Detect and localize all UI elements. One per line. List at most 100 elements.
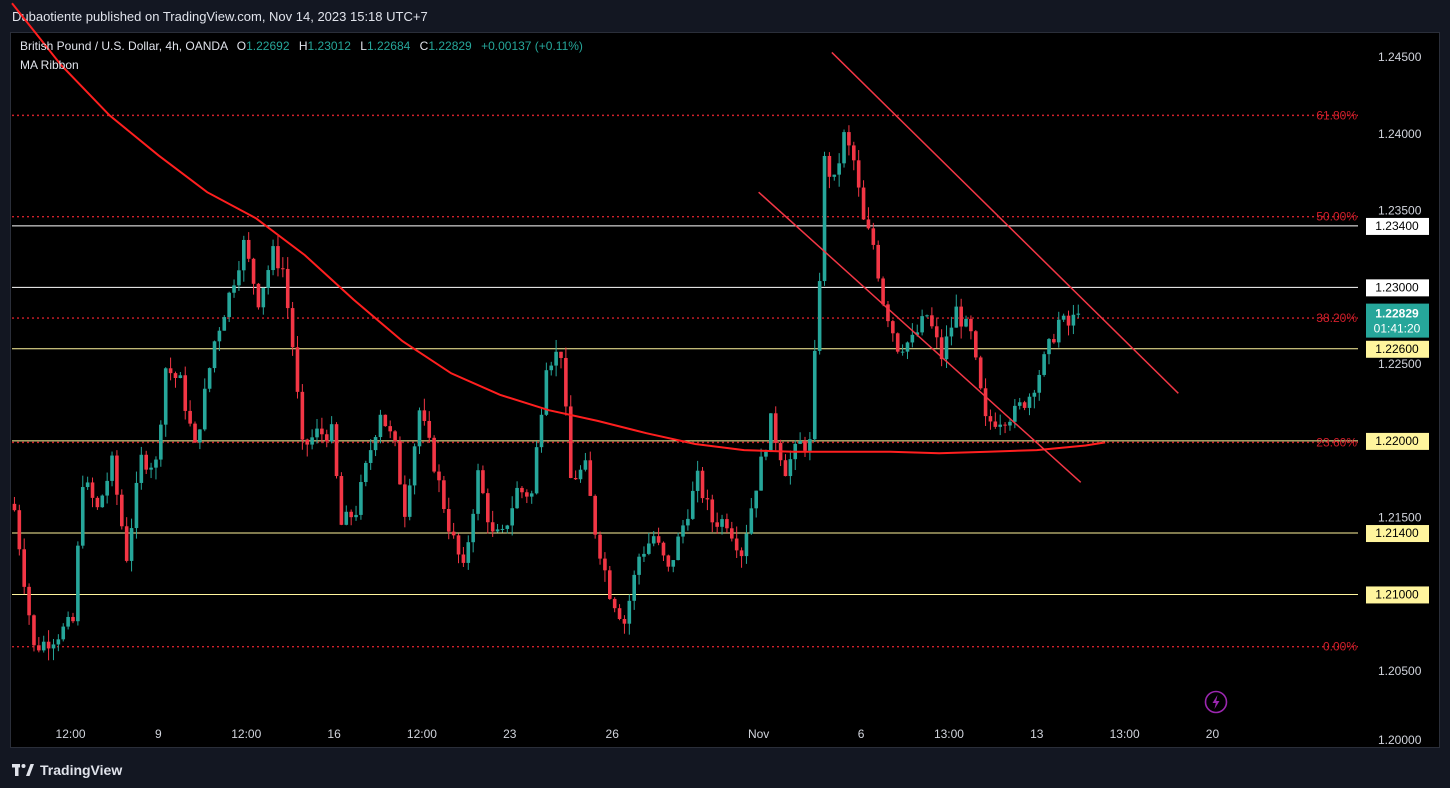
candle-body: [681, 525, 685, 537]
candle-body: [744, 533, 749, 557]
candle-body: [266, 270, 270, 288]
high-label: H: [298, 39, 308, 53]
candle-body: [407, 485, 412, 517]
candle-body: [305, 439, 310, 445]
candle-body: [852, 145, 856, 161]
candle-body: [27, 586, 31, 616]
moving-average: [11, 2, 1106, 455]
candle-body: [1032, 392, 1037, 397]
candle-body: [505, 525, 510, 529]
publisher-line: Dubaotiente published on TradingView.com…: [12, 9, 428, 24]
candle-body: [1042, 354, 1046, 375]
candle-body: [12, 503, 17, 511]
fibonacci-levels: 61.80% 50.00% 38.20% 23.60% 0.00%: [12, 108, 1358, 654]
level-price-box: [1366, 279, 1429, 297]
fib-label: 61.80%: [1316, 108, 1357, 122]
candle-body: [71, 616, 75, 622]
candle-body: [315, 428, 319, 438]
time-tick: 13: [1030, 727, 1044, 741]
candle-body: [886, 304, 890, 322]
time-tick: 6: [858, 727, 865, 741]
candle-body: [456, 535, 461, 555]
candle-body: [949, 327, 954, 337]
candle-body: [46, 641, 51, 649]
candle-body: [608, 570, 612, 599]
time-tick: 12:00: [407, 727, 437, 741]
candle-body: [637, 556, 641, 575]
ma-line: [11, 2, 1106, 455]
candle-body: [32, 615, 36, 646]
trend-line: [831, 51, 1179, 394]
time-tick: 13:00: [1110, 727, 1140, 741]
candle-body: [749, 508, 754, 534]
candle-body: [1013, 405, 1017, 422]
candle-body: [1027, 396, 1032, 408]
candle-body: [383, 414, 388, 427]
lightning-icon[interactable]: [1204, 690, 1228, 714]
channel-lines: [758, 51, 1179, 483]
high-value: 1.23012: [307, 39, 351, 53]
time-tick: 12:00: [56, 727, 86, 741]
candle-body: [939, 337, 944, 360]
candle-body: [232, 285, 236, 293]
candle-body: [76, 545, 80, 622]
candle-body: [983, 388, 988, 417]
candle-body: [715, 522, 719, 527]
candle-body: [120, 494, 124, 527]
candle-body: [37, 645, 41, 651]
candle-body: [437, 471, 441, 481]
candle-body: [134, 482, 139, 529]
footer: TradingView: [0, 752, 1450, 788]
candle-body: [393, 431, 397, 442]
indicator-label[interactable]: MA Ribbon: [20, 58, 79, 72]
candle-body: [773, 413, 778, 443]
close-value: 1.22829: [428, 39, 472, 53]
chart-panel[interactable]: [10, 32, 1440, 748]
candle-body: [993, 421, 998, 427]
candle-body: [915, 332, 920, 335]
candle-body: [373, 437, 378, 451]
candle-body: [573, 477, 578, 480]
candle-body: [207, 368, 212, 389]
candle-body: [544, 370, 549, 415]
candle-body: [486, 493, 490, 523]
level-price-label: 1.23000: [1375, 280, 1419, 294]
candle-body: [910, 334, 915, 343]
candle-body: [349, 511, 353, 518]
open-value: 1.22692: [246, 39, 290, 53]
candle-body: [329, 424, 334, 442]
candle-body: [642, 553, 646, 557]
level-price-box: [1366, 586, 1429, 604]
candle-body: [217, 330, 222, 342]
candle-body: [432, 437, 436, 472]
candle-body: [1003, 424, 1007, 426]
candle-body: [1076, 313, 1081, 315]
level-price-box: [1366, 217, 1429, 235]
candle-body: [934, 326, 939, 338]
candle-body: [842, 132, 846, 164]
tradingview-logo[interactable]: TradingView: [12, 762, 122, 778]
candle-body: [1061, 315, 1066, 320]
candle-body: [412, 446, 417, 486]
price-tick: 1.24000: [1378, 127, 1422, 141]
candle-body: [520, 487, 524, 493]
candle-body: [588, 460, 593, 496]
candle-body: [812, 350, 817, 440]
candle-body: [310, 437, 314, 445]
candle-body: [90, 482, 95, 498]
tradingview-logo-icon: [12, 764, 34, 776]
candle-body: [495, 529, 500, 532]
candle-body: [1071, 314, 1076, 326]
candle-body: [129, 528, 134, 561]
candle-body: [251, 258, 256, 284]
time-tick: 23: [503, 727, 517, 741]
bar-countdown: 01:41:20: [1374, 322, 1421, 336]
time-tick: 26: [606, 727, 620, 741]
candle-body: [461, 554, 466, 563]
candle-body: [139, 454, 144, 483]
candle-body: [51, 644, 56, 649]
candle-body: [66, 616, 70, 627]
candle-body: [290, 308, 295, 348]
candle-body: [817, 281, 822, 351]
